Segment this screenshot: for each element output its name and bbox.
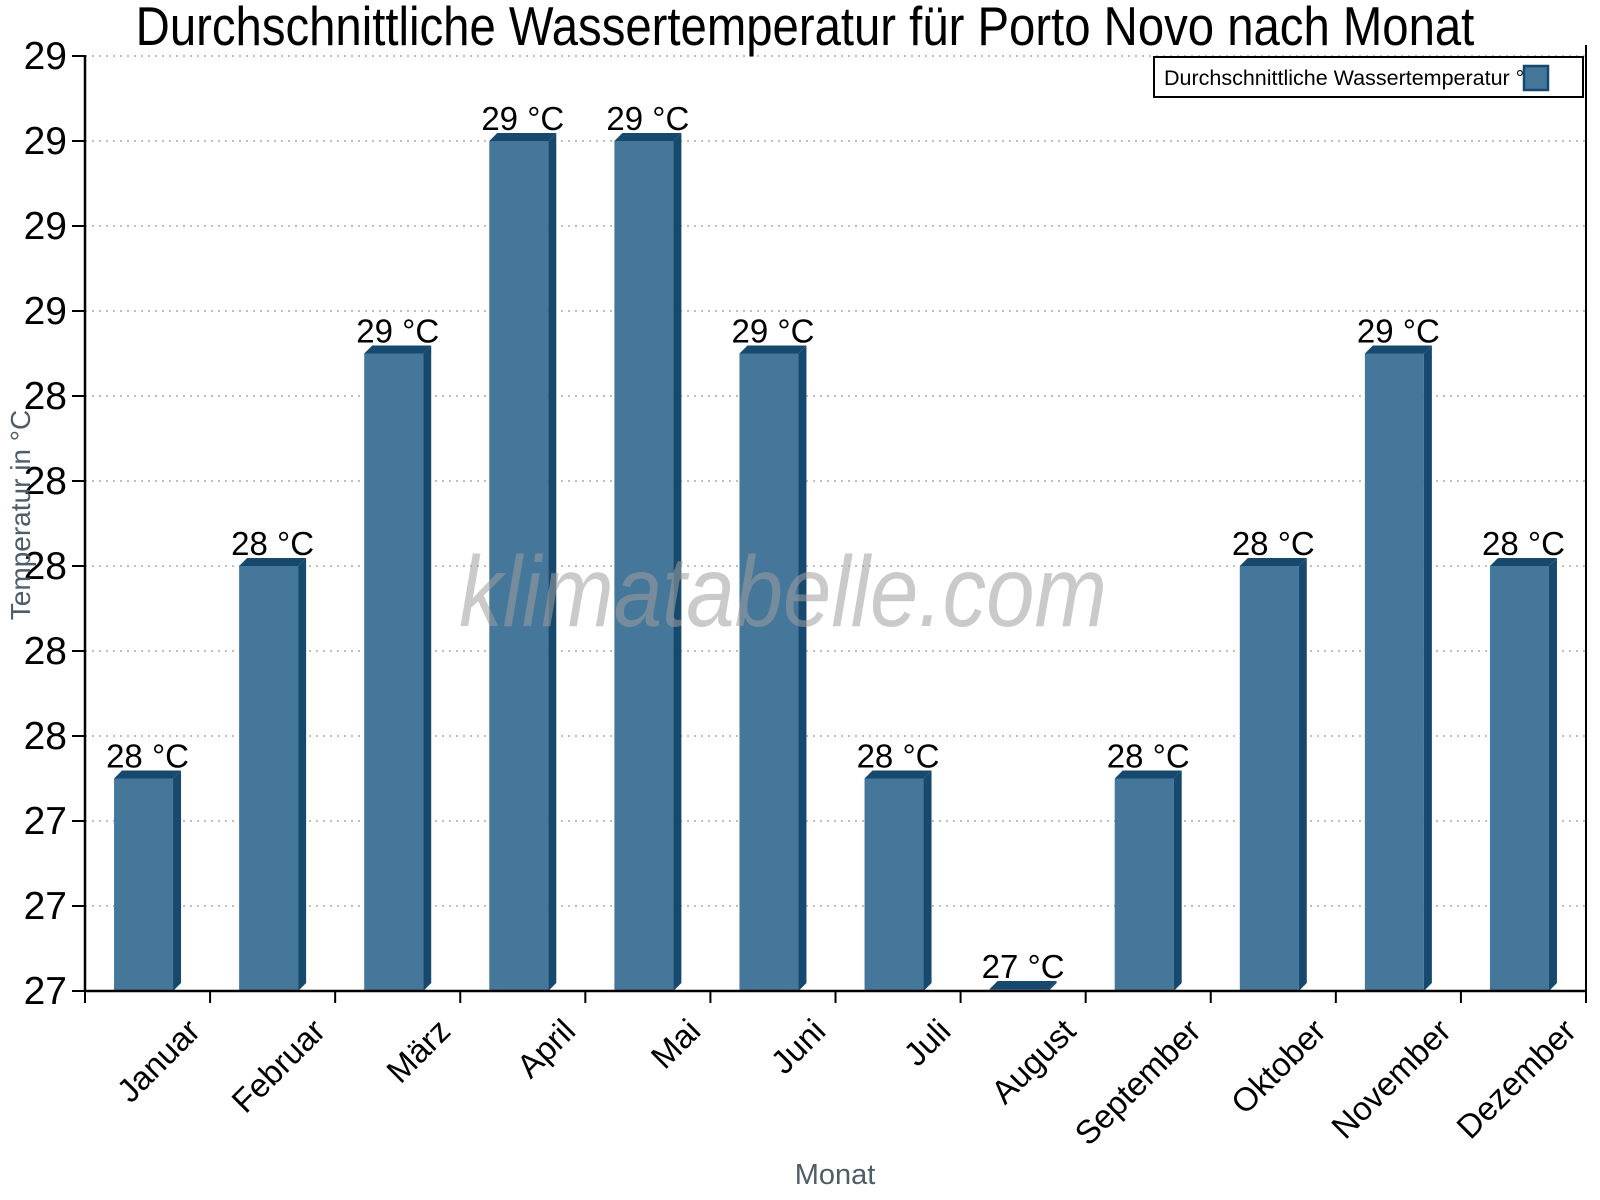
bar-top-face [989,981,1057,989]
bar-side-face [1423,345,1432,991]
y-tick-label: 29 [24,120,67,163]
watermark: klimatabelle.com [459,535,1107,647]
bar-juni [739,345,807,991]
legend: Durchschnittliche Wassertemperatur °C [1153,56,1584,98]
bar-top-face [1364,345,1432,354]
bar-value-label-september: 28 °C [1107,738,1190,775]
bar-top-face [1239,558,1307,566]
bar-value-label-november: 29 °C [1357,313,1440,350]
bar-value-label-mai: 29 °C [606,100,689,137]
bar-side-face [1048,981,1057,991]
legend-box [1153,56,1584,98]
x-tick-label-dezember: Dezember [1449,1012,1583,1146]
bar-front-face [1239,566,1299,991]
y-tick-label: 27 [24,885,67,928]
bar-value-label-oktober: 28 °C [1232,525,1315,562]
legend-swatch [1522,64,1550,92]
y-tick-label: 29 [24,35,67,78]
bar-side-face [798,345,807,991]
bar-value-label-juni: 29 °C [732,313,815,350]
bar-juli [864,770,932,991]
x-tick-label-september: September [1067,1012,1207,1152]
bar-top-face [364,345,432,354]
bar-front-face [114,778,174,991]
bar-top-face [614,133,682,141]
y-tick-label: 28 [24,715,67,758]
bar-front-face [364,353,424,991]
bar-front-face [489,141,549,991]
bar-top-face [1114,770,1182,779]
x-tick-label-juli: Juli [896,1012,957,1073]
bar-januar [114,770,182,991]
bar-november [1364,345,1432,991]
y-tick-label: 29 [24,290,67,333]
bar-front-face [1114,778,1174,991]
y-tick-label: 28 [24,630,67,673]
bar-front-face [1489,566,1549,991]
x-tick-label-april: April [509,1012,582,1085]
bar-value-label-dezember: 28 °C [1482,525,1565,562]
bar-value-label-januar: 28 °C [106,738,189,775]
gridlines-layer [85,55,1586,907]
bar-februar [239,558,307,991]
x-tick-label-august: August [984,1012,1083,1111]
bar-value-label-marz: 29 °C [356,313,439,350]
y-axis-title: Temperatur in °C [5,410,36,620]
bar-top-face [739,345,807,354]
bar-front-face [239,566,299,991]
bar-top-face [239,558,307,566]
x-axis-title: Monat [795,1159,876,1191]
bar-side-face [1173,770,1182,991]
bar-marz [364,345,432,991]
bar-value-label-april: 29 °C [481,100,564,137]
y-tick-label: 27 [24,800,67,843]
bar-front-face [614,141,674,991]
bar-april [489,133,557,991]
chart-title: Durchschnittliche Wassertemperatur für P… [136,0,1475,57]
y-tick-label: 29 [24,205,67,248]
bar-side-face [548,133,557,991]
bars-layer [114,133,1557,991]
bar-side-face [1548,558,1557,991]
bar-front-face [864,778,924,991]
bar-value-label-august: 27 °C [982,948,1065,985]
bar-dezember [1489,558,1557,991]
y-tick-label: 28 [24,545,67,588]
legend-label: Durchschnittliche Wassertemperatur °C [1164,66,1540,90]
bar-side-face [673,133,682,991]
bar-side-face [1298,558,1307,991]
bar-top-face [114,770,182,779]
bar-side-face [298,558,307,991]
bar-top-face [489,133,557,141]
bar-mai [614,133,682,991]
bar-value-label-februar: 28 °C [231,525,314,562]
x-tick-label-oktober: Oktober [1224,1012,1333,1121]
x-tick-label-marz: März [379,1012,457,1090]
bar-front-face [1364,353,1424,991]
x-tick-label-januar: Januar [110,1012,208,1110]
bar-september [1114,770,1182,991]
x-tick-label-november: November [1324,1012,1458,1146]
x-tick-label-mai: Mai [644,1012,708,1076]
bar-side-face [423,345,432,991]
x-tick-label-februar: Februar [224,1012,332,1120]
y-tick-label: 27 [24,970,67,1013]
bar-front-face [739,353,799,991]
y-tick-label: 28 [24,375,67,418]
bar-value-label-juli: 28 °C [857,738,940,775]
bar-top-face [1489,558,1557,566]
bar-side-face [923,770,932,991]
bar-oktober [1239,558,1307,991]
x-tick-label-juni: Juni [763,1012,832,1081]
bar-top-face [864,770,932,779]
bar-side-face [173,770,182,991]
y-tick-label: 28 [24,460,67,503]
